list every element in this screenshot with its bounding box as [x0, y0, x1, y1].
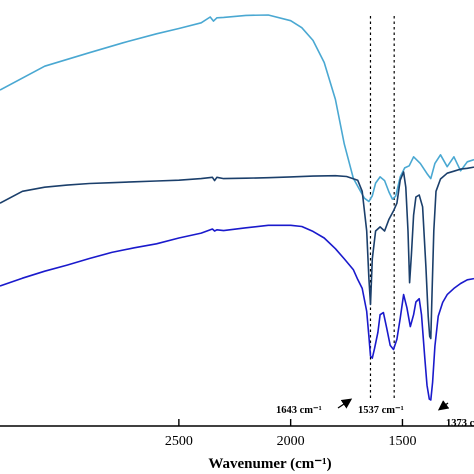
spectrum-series-1	[0, 14, 474, 203]
annotation-arrow-1	[337, 398, 353, 409]
annotation-2: 1537 cm⁻¹	[358, 405, 404, 416]
reference-lines	[369, 16, 395, 400]
annotation-1: 1643 cm⁻¹	[276, 405, 322, 416]
annotation-3: 1373 c	[446, 418, 474, 429]
spectrum-series-2	[0, 166, 474, 340]
annotation-arrow-3	[437, 400, 450, 411]
spectra-series	[0, 14, 474, 401]
x-axis-title: Wavenumer (cm⁻¹)	[208, 456, 331, 472]
x-tick-label-2000: 2000	[277, 434, 305, 449]
spectrum-series-3	[0, 224, 474, 401]
x-tick-label-2500: 2500	[165, 434, 193, 449]
peak-annotations: 1643 cm⁻¹ 1537 cm⁻¹ 1373 c	[276, 398, 474, 429]
x-axis-ticks: 2500 2000 1500	[165, 419, 416, 449]
x-tick-label-1500: 1500	[388, 434, 416, 449]
